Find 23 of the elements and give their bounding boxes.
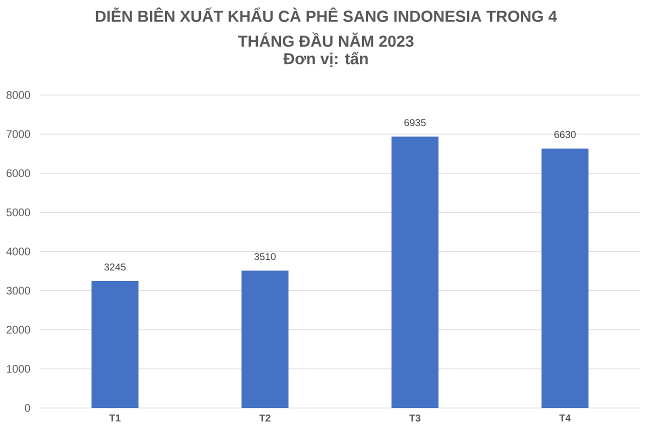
bar [92, 281, 138, 408]
x-tick-label: T1 [109, 414, 121, 422]
y-tick-label: 5000 [6, 208, 30, 216]
x-tick-label: T2 [259, 414, 270, 422]
chart-subtitle: Đơn vị: tấn [283, 52, 368, 68]
y-tick-label: 0 [24, 404, 30, 412]
y-tick-label: 3000 [6, 286, 30, 295]
data-label: 3510 [254, 253, 276, 260]
y-tick-label: 4000 [6, 248, 30, 256]
y-tick-label: 7000 [6, 130, 30, 138]
y-tick-label: 1000 [6, 365, 30, 373]
bar [242, 270, 288, 408]
chart-title: DIỄN BIÊN XUẤT KHẨU CÀ PHÊ SANG INDONESIA TRONG 4 THÁNG ĐẦU NĂM 2023 [96, 8, 558, 47]
x-tick-label: T3 [409, 414, 420, 422]
bar [392, 136, 438, 408]
x-tick-label: T4 [559, 414, 571, 422]
bar [542, 148, 588, 408]
y-tick-label: 2000 [6, 326, 30, 334]
data-label: 6935 [404, 119, 426, 126]
data-label: 6630 [554, 131, 576, 138]
y-tick-label: 6000 [6, 169, 30, 178]
y-tick-label: 8000 [6, 91, 30, 99]
data-label: 3245 [104, 263, 126, 271]
